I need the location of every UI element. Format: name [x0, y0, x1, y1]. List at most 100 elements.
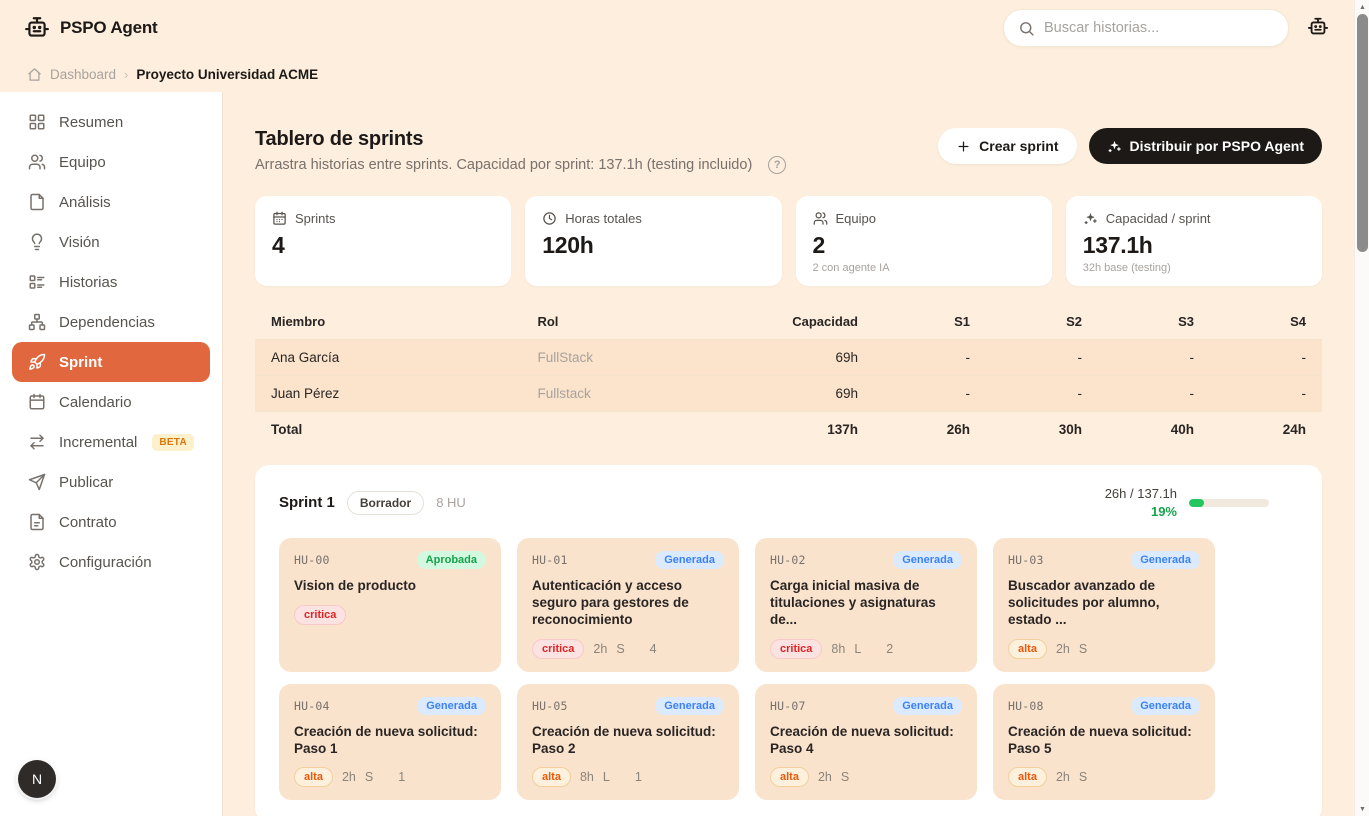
trash-icon: [1281, 493, 1298, 510]
calendar-days-icon: [272, 211, 287, 226]
sparkles-icon: [1107, 139, 1122, 154]
story-priority-badge: alta: [532, 767, 571, 788]
breadcrumb-current: Proyecto Universidad ACME: [136, 66, 319, 82]
story-size: S: [616, 641, 625, 656]
sidebar-item-calendario[interactable]: Calendario: [12, 382, 210, 422]
search-icon: [1018, 20, 1035, 37]
story-title: Vision de producto: [294, 578, 417, 594]
story-size: S: [364, 770, 374, 785]
sidebar-item-equipo[interactable]: Equipo: [12, 142, 210, 182]
story-status-badge: Generada: [893, 696, 962, 715]
sprint-panel: Sprint 1 Borrador 8 HU 26h / 137.1h 19% …: [255, 465, 1322, 816]
sidebar-item-configuracion[interactable]: Configuración: [12, 542, 210, 582]
sidebar-item-historias[interactable]: Historias: [12, 262, 210, 302]
users-icon: [813, 211, 828, 226]
list-icon: [28, 273, 46, 291]
story-size: L: [854, 641, 862, 656]
sidebar-item-label: Equipo: [59, 153, 106, 171]
stat-value: 4: [272, 232, 285, 258]
story-card[interactable]: HU-04 Generada Creación de nueva solicit…: [279, 683, 501, 801]
link-icon: [634, 642, 647, 655]
breadcrumb-dashboard[interactable]: Dashboard: [50, 66, 117, 82]
scroll-down-arrow[interactable]: ▼: [1359, 805, 1366, 813]
table-header: S2: [1066, 314, 1082, 329]
vertical-scrollbar[interactable]: ▲ ▼: [1354, 0, 1369, 816]
story-meta: alta 8h L 1: [532, 767, 724, 788]
stats-row: Sprints 4 Horas totales 120h Equipo 2 2 …: [255, 196, 1322, 286]
sidebar-item-label: Sprint: [59, 353, 103, 371]
table-header: S3: [1178, 314, 1194, 329]
sidebar-item-incremental[interactable]: Incremental BETA: [12, 422, 210, 462]
story-card[interactable]: HU-03 Generada Buscador avanzado de soli…: [993, 538, 1215, 672]
story-title: Buscador avanzado de solicitudes por alu…: [1008, 578, 1160, 627]
stat-label: Horas totales: [565, 211, 642, 226]
search-input[interactable]: [1044, 20, 1274, 36]
story-card[interactable]: HU-02 Generada Carga inicial masiva de t…: [755, 538, 977, 672]
create-sprint-button[interactable]: Crear sprint: [938, 128, 1077, 164]
sidebar-item-contrato[interactable]: Contrato: [12, 502, 210, 542]
sidebar: Resumen Equipo Análisis Visión Historias…: [0, 92, 223, 816]
sidebar-item-label: Contrato: [59, 513, 117, 531]
sidebar-item-resumen[interactable]: Resumen: [12, 102, 210, 142]
story-size: S: [840, 770, 850, 785]
story-card[interactable]: HU-01 Generada Autenticación y acceso se…: [517, 538, 739, 672]
file-text-icon: [28, 513, 46, 531]
story-links: 2: [870, 642, 893, 656]
sidebar-item-vision[interactable]: Visión: [12, 222, 210, 262]
story-title: Autenticación y acceso seguro para gesto…: [532, 578, 689, 627]
top-header: PSPO Agent: [0, 0, 1369, 56]
sparkles-icon: [1083, 211, 1098, 226]
story-title: Carga inicial masiva de titulaciones y a…: [770, 578, 936, 627]
link-icon: [870, 642, 883, 655]
scroll-up-arrow[interactable]: ▲: [1359, 3, 1366, 11]
sprint-hu-count: 8 HU: [436, 495, 466, 511]
app-title: PSPO Agent: [60, 18, 158, 37]
story-id: HU-03: [1008, 553, 1044, 568]
rocket-icon: [28, 353, 46, 371]
agent-robot-button[interactable]: [1307, 16, 1329, 41]
distribute-agent-button[interactable]: Distribuir por PSPO Agent: [1088, 128, 1322, 164]
stat-label: Sprints: [295, 211, 336, 226]
story-hours: 2h: [817, 770, 832, 785]
stat-value: 137.1h: [1082, 232, 1153, 258]
story-links: 4: [634, 642, 657, 656]
story-size: L: [602, 770, 610, 785]
story-priority-badge: alta: [294, 767, 333, 788]
table-header: Capacidad: [792, 314, 858, 329]
users-icon: [28, 153, 46, 171]
story-card[interactable]: HU-05 Generada Creación de nueva solicit…: [517, 683, 739, 801]
brand[interactable]: PSPO Agent: [24, 15, 158, 41]
scrollbar-thumb[interactable]: [1357, 14, 1368, 252]
breadcrumb-separator: ›: [124, 66, 129, 82]
home-icon: [27, 67, 42, 82]
stat-sub: 2 con agente IA: [812, 262, 890, 274]
lightbulb-icon: [28, 233, 46, 251]
story-meta: alta 2h S: [770, 767, 962, 788]
story-priority-badge: alta: [1008, 638, 1047, 659]
story-card[interactable]: HU-07 Generada Creación de nueva solicit…: [755, 683, 977, 801]
story-status-badge: Generada: [1131, 696, 1200, 715]
story-hours: 2h: [593, 641, 608, 656]
story-id: HU-02: [770, 553, 806, 568]
delete-sprint-button[interactable]: [1281, 493, 1298, 513]
table-header: Rol: [537, 314, 559, 329]
story-links: 1: [382, 770, 405, 784]
stat-sub: 32h base (testing): [1082, 262, 1171, 274]
search-box[interactable]: [1003, 9, 1289, 47]
story-card[interactable]: HU-00 Aprobada Vision de producto critic…: [279, 538, 501, 672]
story-title: Creación de nueva solicitud: Paso 1: [294, 723, 478, 756]
table-header: S1: [954, 314, 970, 329]
sidebar-item-sprint[interactable]: Sprint: [12, 342, 210, 382]
story-card[interactable]: HU-08 Generada Creación de nueva solicit…: [993, 683, 1215, 801]
story-meta: critica: [294, 604, 486, 625]
sidebar-item-publicar[interactable]: Publicar: [12, 462, 210, 502]
story-title: Creación de nueva solicitud: Paso 4: [770, 723, 954, 756]
stat-label: Equipo: [835, 211, 876, 226]
sidebar-item-dependencias[interactable]: Dependencias: [12, 302, 210, 342]
help-circle-icon[interactable]: ?: [768, 156, 787, 174]
story-priority-badge: alta: [770, 767, 809, 788]
sidebar-item-analisis[interactable]: Análisis: [12, 182, 210, 222]
user-avatar[interactable]: N: [18, 760, 56, 798]
story-id: HU-01: [532, 553, 568, 568]
breadcrumb: Dashboard › Proyecto Universidad ACME: [0, 56, 1369, 92]
